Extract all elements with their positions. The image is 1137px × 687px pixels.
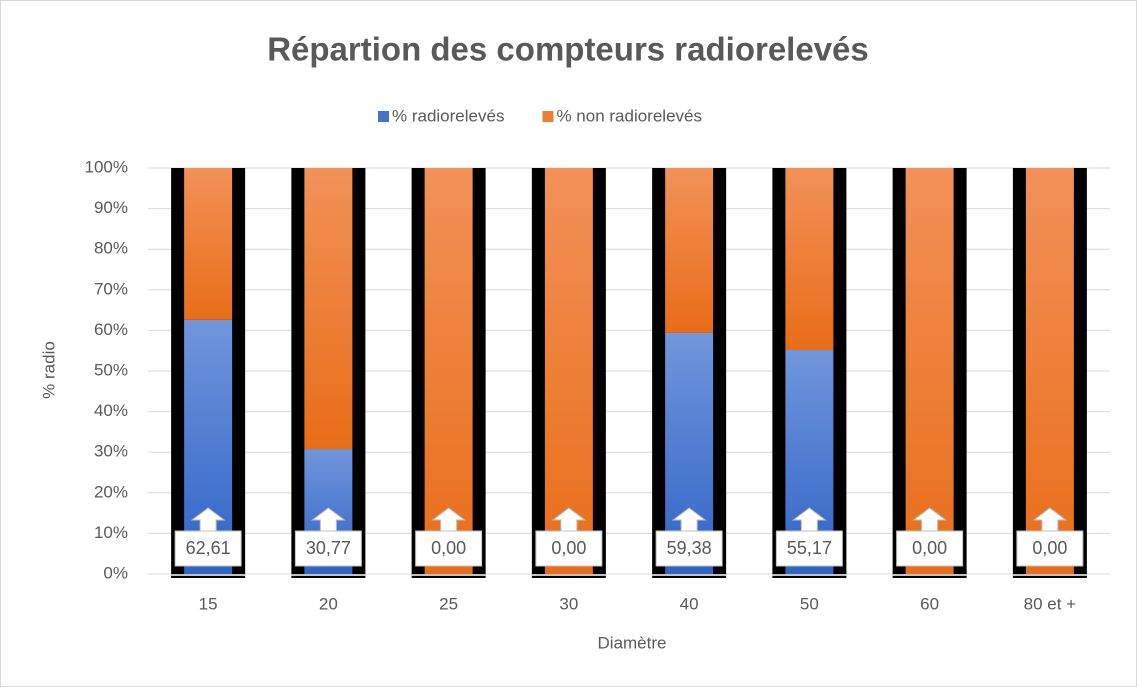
label-box <box>415 530 483 567</box>
x-tick-label: 80 et + <box>1024 594 1077 613</box>
data-label: 55,17 <box>787 538 832 558</box>
legend-label: % radiorelevés <box>392 106 504 125</box>
y-tick-label: 70% <box>94 279 128 298</box>
x-tick-label: 60 <box>920 594 939 613</box>
bar-segment <box>905 168 954 574</box>
data-label: 59,38 <box>667 538 712 558</box>
label-box <box>896 530 964 567</box>
label-box <box>775 530 843 567</box>
x-tick-label: 25 <box>439 594 458 613</box>
y-tick-label: 30% <box>94 442 128 461</box>
data-label: 0,00 <box>551 538 586 558</box>
y-tick-label: 10% <box>94 523 128 542</box>
x-tick-label: 20 <box>319 594 338 613</box>
y-tick-label: 90% <box>94 198 128 217</box>
x-tick-label: 50 <box>800 594 819 613</box>
y-tick-label: 20% <box>94 482 128 501</box>
bar-segment <box>544 168 593 574</box>
data-label: 0,00 <box>431 538 466 558</box>
label-box <box>294 530 362 567</box>
bar-segment <box>785 168 834 351</box>
x-tick-label: 40 <box>680 594 699 613</box>
legend-swatch <box>542 111 554 122</box>
label-box <box>1016 530 1084 567</box>
x-axis-title: Diamètre <box>598 633 667 652</box>
bar-segment <box>424 168 473 574</box>
label-box <box>174 530 242 567</box>
bar-segment <box>665 168 714 333</box>
y-axis-title: % radio <box>39 341 58 399</box>
y-tick-label: 80% <box>94 239 128 258</box>
label-box <box>655 530 723 567</box>
data-label: 62,61 <box>186 538 231 558</box>
bar-segment <box>184 168 233 320</box>
legend-swatch <box>378 111 389 122</box>
y-tick-label: 100% <box>85 157 128 176</box>
bar-segment <box>1025 168 1074 574</box>
label-box <box>535 530 603 567</box>
y-tick-label: 0% <box>103 563 128 582</box>
data-label: 0,00 <box>912 538 947 558</box>
data-label: 30,77 <box>306 538 351 558</box>
y-tick-label: 60% <box>94 320 128 339</box>
x-tick-label: 30 <box>559 594 578 613</box>
chart-title: Répartion des compteurs radiorelevés <box>267 31 869 68</box>
y-tick-label: 40% <box>94 401 128 420</box>
bar-segment <box>304 168 353 450</box>
y-tick-label: 50% <box>94 360 128 379</box>
data-label: 0,00 <box>1032 538 1067 558</box>
legend-label: % non radiorelevés <box>556 106 702 125</box>
x-tick-label: 15 <box>199 594 218 613</box>
